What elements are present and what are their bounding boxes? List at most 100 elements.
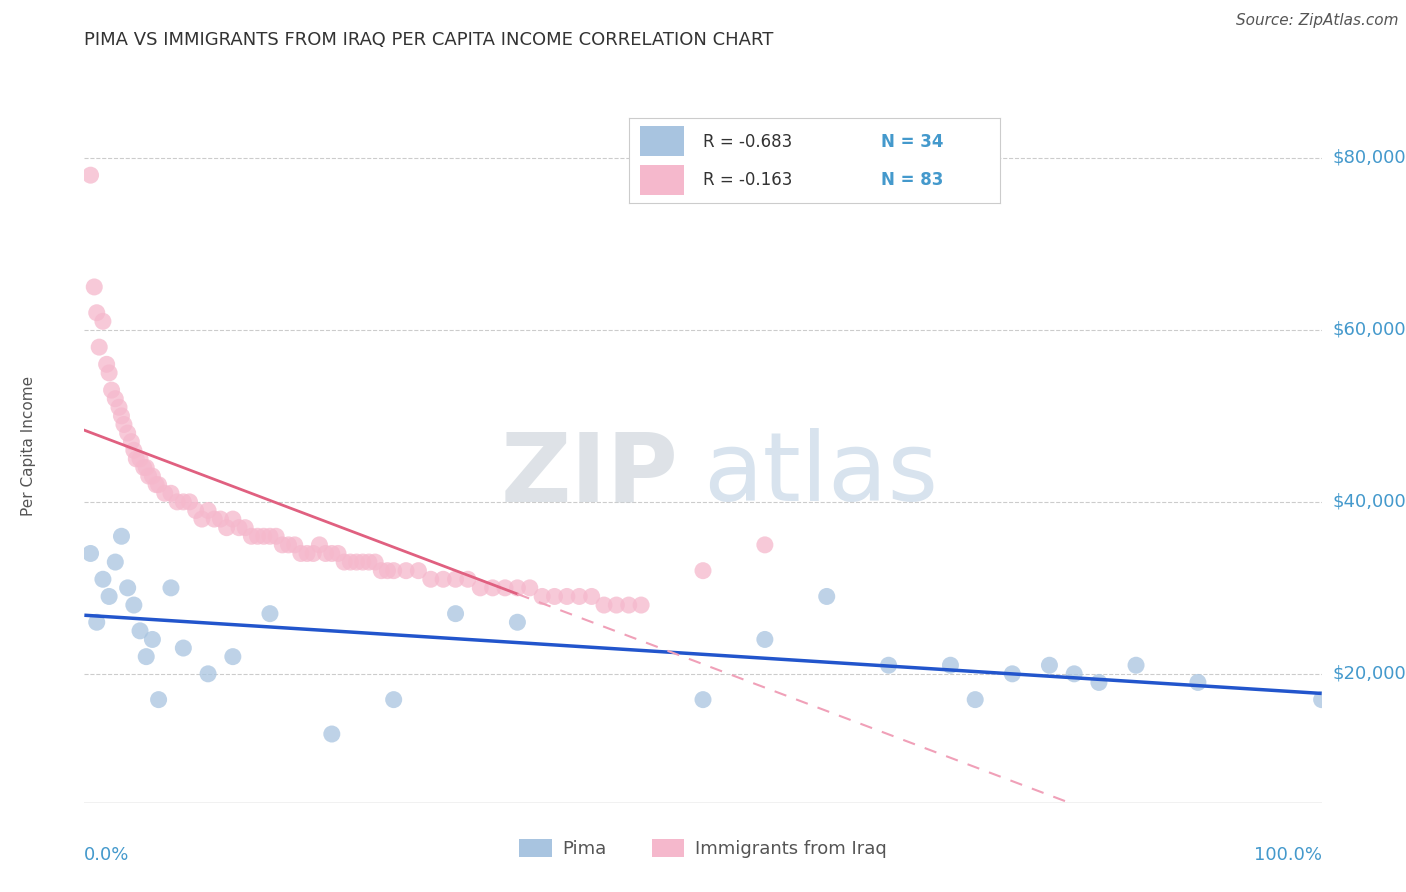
Point <box>692 692 714 706</box>
Point <box>568 590 591 604</box>
Text: 100.0%: 100.0% <box>1254 846 1322 863</box>
Point <box>519 581 541 595</box>
Point <box>444 607 467 621</box>
Point <box>581 590 603 604</box>
Point <box>86 306 108 320</box>
Point <box>160 581 183 595</box>
Point <box>172 641 194 656</box>
Point <box>302 546 325 560</box>
Point <box>444 572 467 586</box>
Point <box>321 546 343 560</box>
Point <box>277 538 299 552</box>
Point <box>240 529 263 543</box>
Point <box>246 529 269 543</box>
Point <box>179 495 201 509</box>
Point <box>352 555 374 569</box>
Point <box>295 546 318 560</box>
Point <box>259 529 281 543</box>
Point <box>86 615 108 630</box>
Point <box>222 649 245 664</box>
Point <box>141 469 163 483</box>
Text: $60,000: $60,000 <box>1333 321 1406 339</box>
Point <box>370 564 392 578</box>
Point <box>326 546 349 560</box>
Point <box>1187 675 1209 690</box>
Point <box>96 357 118 371</box>
Point <box>555 590 578 604</box>
Point <box>1038 658 1060 673</box>
Text: $40,000: $40,000 <box>1333 493 1406 511</box>
Point <box>79 546 101 560</box>
Point <box>531 590 554 604</box>
Point <box>135 649 157 664</box>
Point <box>98 590 121 604</box>
Point <box>197 666 219 681</box>
Point <box>481 581 503 595</box>
Point <box>148 477 170 491</box>
Point <box>1001 666 1024 681</box>
Point <box>321 727 343 741</box>
Point <box>110 529 132 543</box>
Point <box>333 555 356 569</box>
Point <box>104 392 127 406</box>
Point <box>315 546 337 560</box>
Point <box>120 434 142 449</box>
Point <box>692 564 714 578</box>
Point <box>939 658 962 673</box>
Point <box>346 555 368 569</box>
Point <box>153 486 176 500</box>
Point <box>197 503 219 517</box>
Point <box>382 692 405 706</box>
Point <box>877 658 900 673</box>
Point <box>83 280 105 294</box>
Point <box>122 598 145 612</box>
Point <box>284 538 307 552</box>
Text: 0.0%: 0.0% <box>84 846 129 863</box>
Point <box>377 564 399 578</box>
Point <box>308 538 330 552</box>
Point <box>1125 658 1147 673</box>
Text: atlas: atlas <box>703 428 938 521</box>
Point <box>419 572 441 586</box>
Point <box>290 546 312 560</box>
Point <box>228 521 250 535</box>
Point <box>630 598 652 612</box>
Text: Source: ZipAtlas.com: Source: ZipAtlas.com <box>1236 13 1399 29</box>
Point <box>222 512 245 526</box>
Point <box>209 512 232 526</box>
Point <box>506 581 529 595</box>
Point <box>271 538 294 552</box>
Point <box>138 469 160 483</box>
Point <box>754 538 776 552</box>
Text: PIMA VS IMMIGRANTS FROM IRAQ PER CAPITA INCOME CORRELATION CHART: PIMA VS IMMIGRANTS FROM IRAQ PER CAPITA … <box>84 31 773 49</box>
Point <box>141 632 163 647</box>
Point <box>148 692 170 706</box>
Point <box>160 486 183 500</box>
Point <box>166 495 188 509</box>
Point <box>408 564 430 578</box>
Point <box>117 581 139 595</box>
Point <box>91 314 114 328</box>
Point <box>191 512 214 526</box>
Point <box>202 512 225 526</box>
Point <box>125 451 148 466</box>
Point <box>79 168 101 182</box>
Point <box>965 692 987 706</box>
Point <box>122 443 145 458</box>
Point <box>145 477 167 491</box>
Point <box>382 564 405 578</box>
Text: $20,000: $20,000 <box>1333 665 1406 683</box>
Point <box>112 417 135 432</box>
Point <box>1310 692 1333 706</box>
Point <box>494 581 516 595</box>
Point <box>98 366 121 380</box>
Point <box>754 632 776 647</box>
Point <box>108 401 131 415</box>
Point <box>364 555 387 569</box>
Point <box>617 598 640 612</box>
Point <box>135 460 157 475</box>
Point <box>91 572 114 586</box>
Point <box>129 624 152 638</box>
Point <box>253 529 276 543</box>
Point <box>215 521 238 535</box>
